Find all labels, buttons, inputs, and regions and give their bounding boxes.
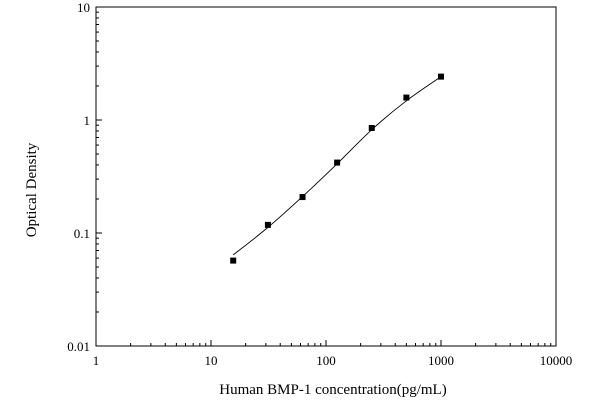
data-point [403, 94, 410, 101]
data-point [334, 159, 341, 166]
y-axis-title: Optical Density [24, 142, 40, 237]
fit-curve [232, 76, 442, 256]
x-tick-label: 100 [316, 353, 336, 368]
plot-frame [95, 6, 557, 347]
y-tick-label: 0.01 [67, 339, 90, 354]
plot-border [95, 6, 557, 347]
x-axis: 1 10 100 1000 10000 [93, 340, 573, 368]
data-point [299, 194, 306, 201]
y-tick-label: 10 [77, 0, 90, 15]
x-axis-title: Human BMP-1 concentration(pg/mL) [219, 382, 446, 398]
x-tick-label: 10 [205, 353, 218, 368]
data-points-layer [230, 73, 444, 264]
y-axis: 0.01 0.1 1 10 [67, 0, 102, 354]
x-tick-label: 1 [93, 353, 100, 368]
data-point [368, 124, 375, 131]
x-tick-label: 1000 [428, 353, 454, 368]
y-tick-label: 1 [84, 113, 91, 128]
data-point [438, 73, 444, 80]
data-point [264, 221, 271, 228]
data-point [230, 257, 237, 264]
x-tick-label: 10000 [540, 353, 573, 368]
y-tick-label: 0.1 [74, 226, 90, 241]
fit-curve-layer [232, 76, 442, 256]
